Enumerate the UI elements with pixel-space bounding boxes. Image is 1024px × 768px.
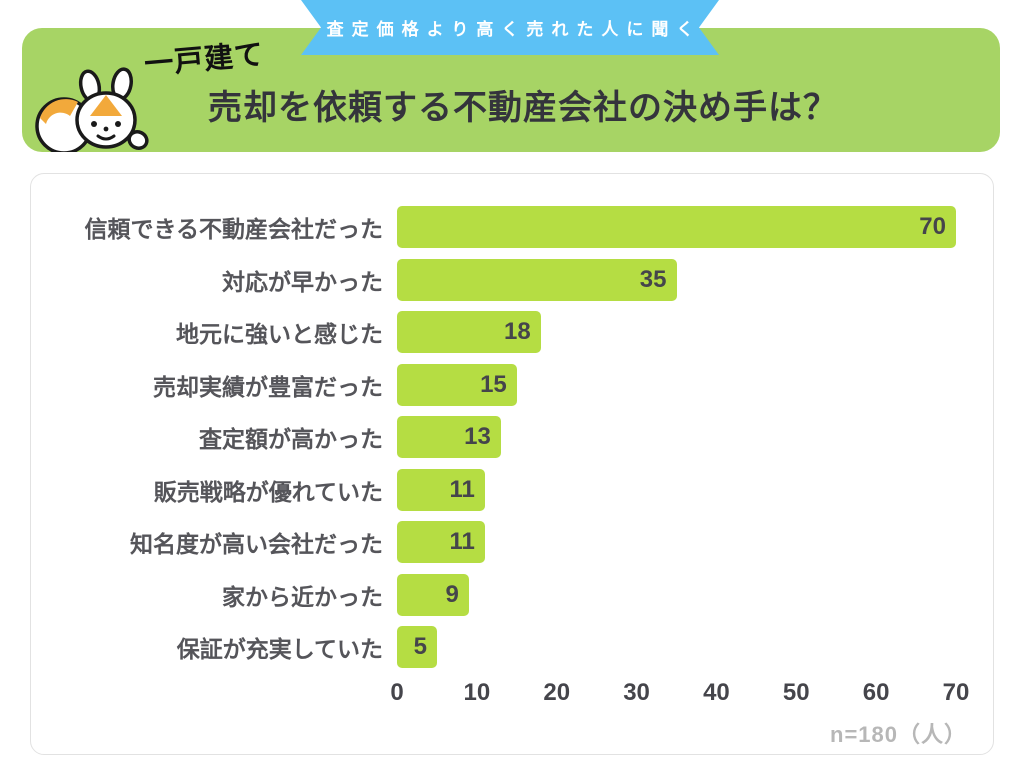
category-label: 売却実績が豊富だった [153, 373, 383, 400]
bar-value-label: 15 [480, 370, 507, 398]
x-tick-label: 20 [543, 678, 571, 706]
bar-track: 13 [397, 416, 993, 458]
bar-track: 11 [397, 521, 993, 563]
x-tick-label: 60 [862, 678, 890, 706]
x-tick-label: 40 [703, 678, 730, 706]
category-label: 家から近かった [222, 583, 383, 610]
ribbon-label: 査定価格より高く売れた人に聞く [326, 20, 702, 39]
bar-value-label: 9 [445, 580, 459, 608]
bar: 9 [397, 573, 469, 616]
header-tag: 一戸建て [143, 38, 266, 82]
bar: 18 [397, 311, 541, 353]
x-tick-label: 50 [782, 678, 810, 706]
bar: 13 [397, 416, 501, 458]
chart-row: 保証が充実していた 5 [31, 626, 993, 668]
bar-value-label: 11 [449, 528, 475, 555]
chart-rows: 信頼できる不動産会社だった 70 対応が早かった 35 地元に強いと感じた 18 売却実績が… [31, 206, 993, 668]
category-label: 販売戦略が優れていた [153, 478, 383, 505]
category-label: 査定額が高かった [199, 426, 383, 452]
bar-value-label: 13 [464, 423, 491, 450]
chart-row: 対応が早かった 35 [31, 258, 993, 301]
chart-row: 地元に強いと感じた 18 [31, 311, 993, 353]
sample-size-note: n=180（人） [830, 721, 967, 747]
bar-track: 11 [397, 468, 993, 511]
bar-value-label: 18 [504, 318, 531, 345]
bar: 35 [397, 258, 677, 301]
bar-value-label: 5 [413, 633, 427, 660]
x-axis: 0 10 20 30 40 50 60 70 [390, 678, 993, 709]
x-tick-label: 70 [942, 678, 970, 706]
bar-track: 15 [397, 363, 993, 406]
bar-value-label: 70 [919, 213, 946, 240]
bar-track: 9 [397, 573, 993, 616]
chart-row: 販売戦略が優れていた 11 [31, 468, 993, 511]
bar-value-label: 11 [449, 475, 475, 503]
x-tick-label: 0 [390, 678, 404, 706]
chart-row: 信頼できる不動産会社だった 70 [31, 206, 993, 248]
ribbon-banner: 査定価格より高く売れた人に聞く [301, 0, 719, 55]
bar: 5 [397, 626, 437, 668]
category-label: 知名度が高い会社だった [130, 531, 383, 557]
x-tick-label: 10 [463, 678, 491, 706]
hamster-mascot-icon [35, 67, 149, 152]
chart-row: 査定額が高かった 13 [31, 416, 993, 458]
category-label: 地元に強いと感じた [176, 321, 383, 347]
bar: 11 [397, 468, 485, 511]
category-label: 対応が早かった [222, 268, 383, 295]
chart-row: 家から近かった 9 [31, 573, 993, 616]
bar-track: 35 [397, 258, 993, 301]
bar: 11 [397, 521, 485, 563]
bar-track: 5 [397, 626, 993, 668]
chart-card: 信頼できる不動産会社だった 70 対応が早かった 35 地元に強いと感じた 18 売却実績が… [30, 173, 994, 755]
category-label: 保証が充実していた [176, 636, 383, 662]
bar-track: 70 [397, 206, 993, 248]
bar: 15 [397, 363, 517, 406]
page-title: 売却を依頼する不動産会社の決め手は？ [208, 89, 838, 127]
bar-track: 18 [397, 311, 993, 353]
bar: 70 [397, 206, 956, 248]
x-tick-label: 30 [623, 678, 650, 706]
category-label: 信頼できる不動産会社だった [84, 216, 383, 242]
bar-value-label: 35 [639, 265, 667, 293]
chart-row: 知名度が高い会社だった 11 [31, 521, 993, 563]
chart-row: 売却実績が豊富だった 15 [31, 363, 993, 406]
